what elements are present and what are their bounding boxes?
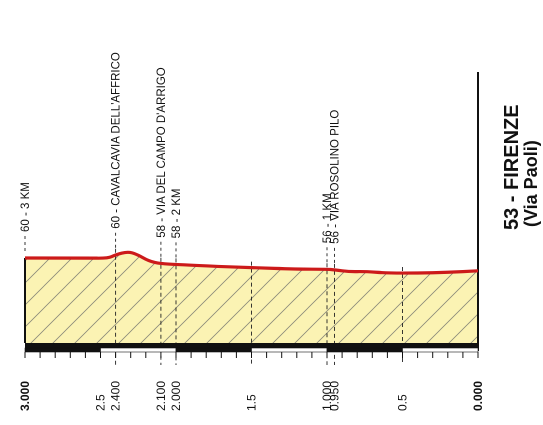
tick-label: 1.5 bbox=[245, 394, 259, 411]
scale-bar-segment bbox=[24, 347, 101, 353]
waypoint-label: 56 - VIA ROSOLINO PILO bbox=[330, 110, 342, 244]
finish-label: 53 - FIRENZE(Via Paoli) bbox=[501, 104, 541, 230]
scale-bar-segment bbox=[100, 347, 177, 353]
finish-name: 53 - FIRENZE bbox=[501, 104, 523, 230]
tick-label: 1.000 bbox=[320, 381, 334, 411]
chart-frame bbox=[24, 72, 479, 351]
scale-bar-segment bbox=[175, 347, 252, 353]
tick-label: 2.000 bbox=[169, 381, 183, 411]
waypoint-label: 58 - VIA DEL CAMPO D'ARRIGO bbox=[156, 67, 168, 238]
waypoint-label: 60 - 3 KM bbox=[20, 182, 32, 232]
finish-subtitle: (Via Paoli) bbox=[521, 140, 541, 227]
waypoint-label: 60 - CAVALCAVIA DELL'AFFRICO bbox=[111, 52, 123, 229]
waypoint-label: 58 - 2 KM bbox=[171, 189, 183, 239]
waypoint-label: 56 - 1 KM bbox=[322, 193, 334, 243]
tick-label: 3.000 bbox=[18, 381, 32, 411]
elevation-line bbox=[24, 250, 479, 275]
tick-label: 0.5 bbox=[396, 394, 410, 411]
tick-label: 0.000 bbox=[471, 381, 485, 411]
tick-label: 2.100 bbox=[154, 381, 168, 411]
scale-bar-base bbox=[25, 343, 478, 348]
scale-bar-segment bbox=[251, 347, 328, 353]
scale-bar-segment bbox=[326, 347, 403, 353]
waypoint-labels: 60 - 3 KM 60 - CAVALCAVIA DELL'AFFRICO 58 … bbox=[20, 52, 342, 244]
tick-label: 2.5 bbox=[94, 394, 108, 411]
tick-label: 0.950 bbox=[328, 381, 342, 411]
distance-scale-bar bbox=[24, 343, 479, 358]
scale-bar-segment bbox=[402, 347, 479, 353]
tick-label: 2.400 bbox=[109, 381, 123, 411]
